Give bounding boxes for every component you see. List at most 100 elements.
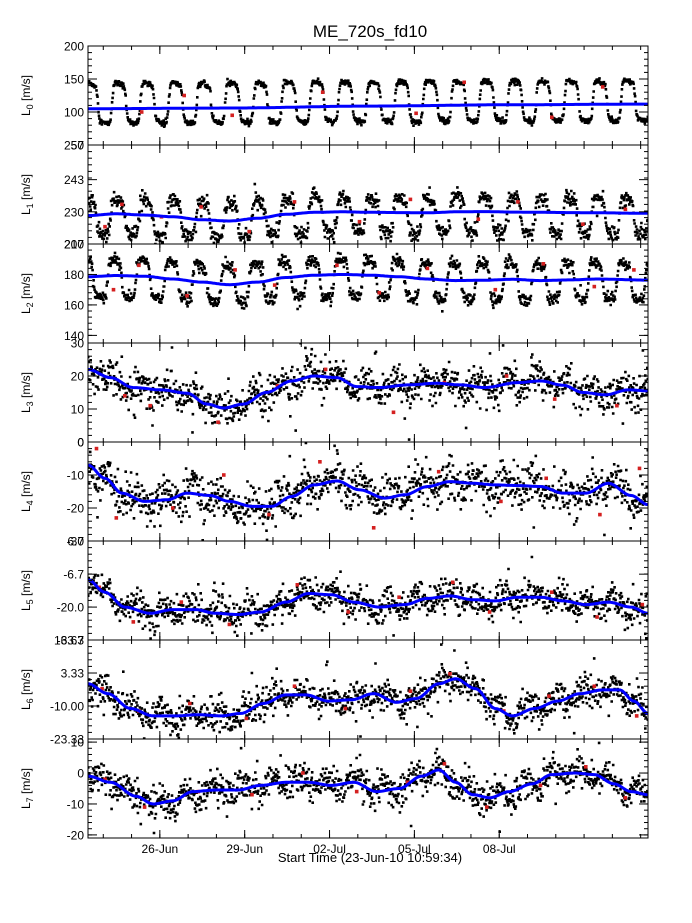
panel-3-trend-line: [88, 367, 648, 410]
panel-4-outlier-point-4: [267, 512, 271, 517]
panel-7: -20 -10 0 10 L7 [m/s]: [19, 736, 649, 842]
panel-5-ytick-label-0: -33.3: [57, 634, 85, 648]
panel-0-trend-line: [88, 102, 648, 111]
panel-4-ytick-label-3: 0: [77, 436, 84, 450]
panel-3: 0 10 20 30 L3 [m/s]: [19, 337, 649, 450]
panel-1-ylabel: L1 [m/s]: [19, 174, 35, 215]
panel-4-ytick-label-1: -20: [67, 502, 85, 516]
panel-4-outlier-point-8: [499, 499, 503, 504]
panel-6-ylabel-unit: [m/s]: [19, 669, 33, 698]
panel-2-outlier-point-8: [493, 287, 498, 292]
panel-7-outlier-point-3: [250, 792, 254, 797]
panel-0-outlier-point-3: [320, 90, 325, 94]
panel-3-outlier-point-4: [323, 367, 328, 372]
panel-1-outlier-point-1: [120, 202, 124, 207]
panel-2-outlier-point-4: [272, 283, 277, 287]
panel-7-frame: [87, 738, 649, 839]
panel-2-outlier-point-2: [185, 294, 189, 298]
panel-4-ylabel-sub: 4: [25, 500, 35, 505]
panel-2-ylabel-main: L: [19, 307, 33, 314]
panel-3-points: [88, 343, 648, 441]
panel-6-outlier-point-3: [244, 716, 249, 721]
panel-0-ytick-label-3: 200: [64, 40, 84, 54]
panel-5-outlier-point-7: [451, 580, 455, 585]
panel-7-points: [88, 741, 648, 835]
panel-6-outlier-point-9: [547, 694, 551, 698]
panel-1-raw-series: [88, 182, 648, 244]
panel-3-ytick-label-0: 0: [77, 436, 84, 450]
panel-7-trend-line: [88, 768, 648, 806]
panel-0-outlier-point-1: [182, 93, 186, 98]
panel-4-outlier-point-10: [598, 512, 602, 517]
panel-2-raw-series: [88, 251, 648, 313]
panel-5-ylabel-sub: 5: [25, 599, 35, 604]
panel-7-outlier-point-9: [538, 783, 543, 788]
panel-1-ytick-label-3: 257: [64, 139, 84, 153]
panel-7-ylabel: L7 [m/s]: [19, 768, 35, 809]
panel-6-outlier-point-4: [292, 684, 297, 688]
x-axis-label: Start Time (23-Jun-10 10:59:34): [278, 850, 462, 865]
panel-2-ytick-label-0: 140: [64, 329, 84, 343]
panel-3-outlier-point-9: [615, 403, 619, 408]
panel-6-outlier-point-7: [448, 672, 452, 676]
x-axis: 26-Jun 29-Jun 02-Jul 05-Jul 08-Jul: [141, 842, 515, 856]
panel-1-ylabel-main: L: [19, 208, 33, 215]
panel-5-ylabel-unit: [m/s]: [19, 570, 33, 599]
panel-1-ytick-label-1: 230: [64, 205, 84, 219]
panel-2: 140 160 180 200 L2 [m/s]: [19, 238, 649, 344]
panel-3-ylabel-unit: [m/s]: [19, 372, 33, 401]
panel-0-ytick-label-0: 50: [71, 139, 85, 153]
panel-3-outlier-point-7: [504, 374, 509, 378]
panel-6-ytick-label-1: -10.00: [50, 700, 84, 714]
panel-2-outlier-point-6: [377, 290, 382, 295]
panel-1-outlier-point-10: [581, 222, 585, 226]
panel-0-points: [88, 77, 648, 128]
panel-5-outlier-point-6: [397, 595, 401, 599]
panel-0-outlier-point-0: [139, 110, 144, 114]
panel-4-outlier-point-6: [371, 526, 376, 530]
panel-3-outlier-point-1: [148, 403, 152, 408]
panel-1-outlier-point-3: [199, 205, 203, 209]
panel-5-outlier-point-1: [131, 620, 136, 624]
x-tick-label-3: 05-Jul: [398, 842, 431, 856]
panel-0-ylabel-unit: [m/s]: [19, 75, 33, 104]
x-tick-label-0: 26-Jun: [141, 842, 178, 856]
panel-7-outlier-point-10: [584, 765, 588, 769]
panel-6-ylabel-main: L: [19, 703, 33, 710]
panel-0-ytick-label-1: 100: [64, 106, 84, 120]
panel-4: -30 -20 -10 0 L4 [m/s]: [19, 436, 649, 549]
panel-1: 217 230 243 257 L1 [m/s]: [19, 139, 649, 252]
panel-2-ylabel: L2 [m/s]: [19, 273, 35, 314]
panel-6-outlier-point-11: [634, 714, 639, 718]
panel-0-ytick-label-2: 150: [64, 73, 84, 87]
panel-4-outlier-point-5: [318, 460, 322, 464]
panel-3-ytick-label-2: 20: [71, 370, 85, 384]
panel-3-outlier-point-0: [123, 394, 127, 398]
panel-6-points: [88, 643, 648, 739]
panel-1-outlier-point-6: [357, 219, 362, 224]
panel-7-outlier-point-6: [405, 780, 410, 785]
panel-0-outlier-point-4: [414, 111, 418, 116]
panel-0-raw-series: [88, 77, 648, 128]
panel-0-outlier-point-2: [230, 113, 234, 118]
panel-2-ytick-label-3: 200: [64, 238, 84, 252]
panel-4-ylabel-unit: [m/s]: [19, 471, 33, 500]
panel-4-points: [88, 442, 648, 541]
panel-0-ylabel-sub: 0: [25, 104, 35, 109]
panel-5-ytick-label-3: 6.7: [67, 535, 84, 549]
panel-3-outlier-point-5: [391, 410, 396, 415]
panel-2-outlier-point-10: [592, 284, 597, 289]
panel-0-ylabel-main: L: [19, 109, 33, 116]
panel-1-trend-line: [88, 210, 648, 223]
panel-5-trend-line: [88, 578, 648, 616]
panel-5-ytick-label-1: -20.0: [57, 601, 85, 615]
panel-1-outlier-point-4: [247, 229, 251, 234]
panel-6-ytick-label-3: 16.67: [54, 634, 84, 648]
panel-1-points: [88, 182, 648, 244]
panel-2-ytick-label-2: 180: [64, 268, 84, 282]
panel-7-outlier-point-1: [142, 805, 147, 809]
panel-7-ytick-label-1: -10: [67, 797, 85, 811]
